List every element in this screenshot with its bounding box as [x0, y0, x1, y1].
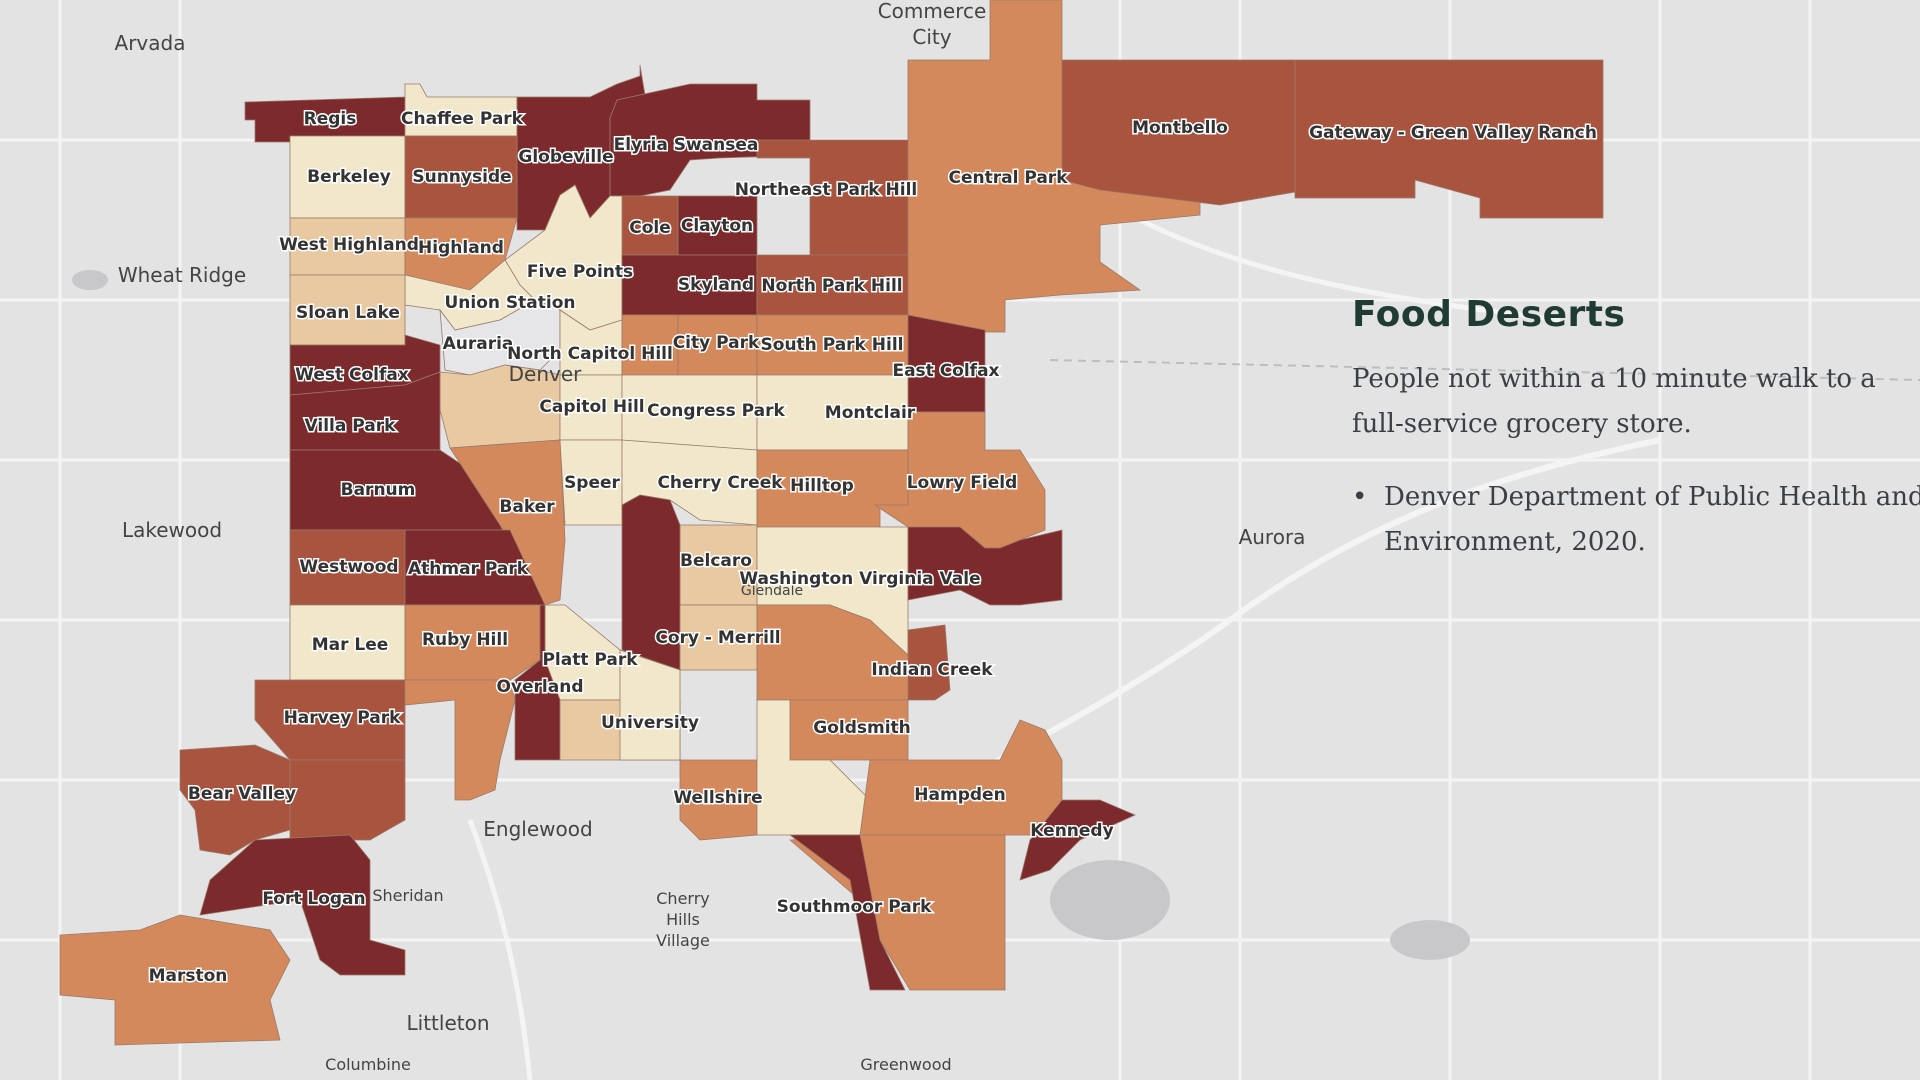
label-kennedy: Kennedy [1030, 821, 1113, 841]
label-southmoor-park: Southmoor Park [777, 897, 932, 917]
label-hampden: Hampden [914, 785, 1005, 805]
source-item: Denver Department of Public Health and En… [1352, 475, 1920, 565]
place-label-wheat-ridge: Wheat Ridge [118, 263, 246, 287]
label-central-park: Central Park [949, 168, 1069, 188]
neighborhood-bear-valley[interactable] [179, 744, 291, 856]
place-label-arvada: Arvada [115, 31, 186, 55]
label-five-points: Five Points [527, 262, 633, 282]
source-text: Denver Department of Public Health and En… [1384, 475, 1920, 565]
label-sloan-lake: Sloan Lake [296, 303, 400, 323]
place-label-lakewood: Lakewood [122, 518, 222, 542]
label-bear-valley: Bear Valley [188, 784, 296, 804]
label-montbello: Montbello [1132, 118, 1228, 138]
source-list: Denver Department of Public Health and En… [1352, 475, 1920, 565]
label-hilltop: Hilltop [790, 476, 854, 496]
neighborhood-gateway-green-valley-ranch[interactable] [1294, 59, 1604, 219]
label-auraria: Auraria [443, 334, 514, 354]
info-panel: Food Deserts People not within a 10 minu… [1352, 294, 1920, 565]
label-cole: Cole [629, 218, 671, 238]
place-label-village: Village [656, 931, 710, 950]
place-label-glendale: Glendale [741, 583, 803, 599]
place-label-sheridan: Sheridan [372, 886, 443, 905]
label-speer: Speer [564, 473, 620, 493]
label-north-capitol-hill: North Capitol Hill [507, 344, 673, 364]
place-label-commerce: Commerce [878, 0, 987, 23]
label-highland: Highland [418, 238, 504, 258]
place-label-greenwood: Greenwood [860, 1055, 951, 1074]
label-congress-park: Congress Park [647, 401, 785, 421]
label-wellshire: Wellshire [673, 788, 762, 808]
neighborhood-harvey-park-south[interactable] [289, 759, 406, 841]
label-mar-lee: Mar Lee [312, 635, 389, 655]
neighborhood-kennedy[interactable] [1019, 799, 1136, 881]
neighborhood-ruby-hill-south[interactable] [404, 679, 516, 801]
label-chaffee-park: Chaffee Park [401, 109, 524, 129]
neighborhood-ruby-hill[interactable] [404, 604, 541, 681]
label-overland: Overland [496, 677, 583, 697]
label-athmar-park: Athmar Park [408, 559, 529, 579]
panel-title: Food Deserts [1352, 294, 1626, 335]
label-goldsmith: Goldsmith [813, 718, 911, 738]
label-marston: Marston [149, 966, 228, 986]
neighborhood-southmoor-dark[interactable] [788, 834, 906, 991]
label-fort-logan: Fort Logan [262, 889, 365, 909]
source-line-2: Environment, 2020. [1384, 527, 1646, 557]
neighborhood-marston[interactable] [59, 914, 291, 1046]
place-label-cherry: Cherry [656, 889, 710, 908]
panel-description: People not within a 10 minute walk to a … [1352, 364, 1876, 439]
label-platt-park: Platt Park [542, 650, 638, 670]
label-regis: Regis [304, 109, 357, 129]
label-north-park-hill: North Park Hill [761, 276, 902, 296]
label-montclair: Montclair [825, 403, 916, 423]
label-barnum: Barnum [341, 480, 416, 500]
neighborhood-wellshire[interactable] [679, 759, 758, 841]
label-lowry-field: Lowry Field [907, 473, 1018, 493]
neighborhood-cherry-creek-strip[interactable] [621, 494, 681, 671]
neighborhood-southmoor-west[interactable] [756, 699, 871, 836]
neighborhood-villa-park[interactable] [289, 371, 441, 451]
label-sunnyside: Sunnyside [412, 167, 511, 187]
label-gateway-green-valley-ranch: Gateway - Green Valley Ranch [1309, 123, 1597, 143]
place-label-aurora: Aurora [1239, 525, 1306, 549]
label-east-colfax: East Colfax [892, 361, 999, 381]
label-berkeley: Berkeley [307, 167, 391, 187]
label-university: University [601, 713, 699, 733]
label-city-park: City Park [673, 333, 760, 353]
place-label-columbine: Columbine [325, 1055, 411, 1074]
label-elyria-swansea: Elyria Swansea [614, 135, 759, 155]
label-cory-merrill: Cory - Merrill [655, 628, 780, 648]
label-skyland: Skyland [678, 275, 754, 295]
label-union-station: Union Station [444, 293, 575, 313]
neighborhood-virginia-vale-east[interactable] [907, 526, 1063, 606]
label-cherry-creek: Cherry Creek [657, 473, 783, 493]
neighborhood-labels: Regis Chaffee Park Globeville Elyria Swa… [147, 108, 1598, 988]
neighborhood-fort-logan[interactable] [199, 834, 406, 976]
label-baker: Baker [499, 497, 555, 517]
label-harvey-park: Harvey Park [284, 708, 402, 728]
place-label-littleton: Littleton [407, 1011, 490, 1035]
label-westwood: Westwood [299, 557, 398, 577]
place-label-hills: Hills [666, 910, 700, 929]
label-washington-virginia-vale: Washington Virginia Vale [739, 569, 980, 589]
label-belcaro: Belcaro [680, 551, 752, 571]
source-line-1: Denver Department of Public Health and [1384, 482, 1920, 512]
label-south-park-hill: South Park Hill [761, 335, 904, 355]
label-northeast-park-hill: Northeast Park Hill [735, 180, 917, 200]
place-label-denver: Denver [509, 362, 583, 386]
neighborhood-polygons [59, 0, 1604, 1046]
label-west-highland: West Highland [279, 235, 419, 255]
place-label-city: City [912, 25, 951, 49]
label-villa-park: Villa Park [305, 416, 397, 436]
label-indian-creek: Indian Creek [871, 660, 993, 680]
place-labels: Arvada Commerce City Wheat Ridge Lakewoo… [115, 0, 1306, 1074]
place-label-englewood: Englewood [483, 817, 592, 841]
label-west-colfax: West Colfax [295, 365, 409, 385]
label-ruby-hill: Ruby Hill [422, 630, 508, 650]
label-clayton: Clayton [681, 216, 753, 236]
label-globeville: Globeville [518, 147, 613, 167]
label-capitol-hill: Capitol Hill [539, 397, 644, 417]
